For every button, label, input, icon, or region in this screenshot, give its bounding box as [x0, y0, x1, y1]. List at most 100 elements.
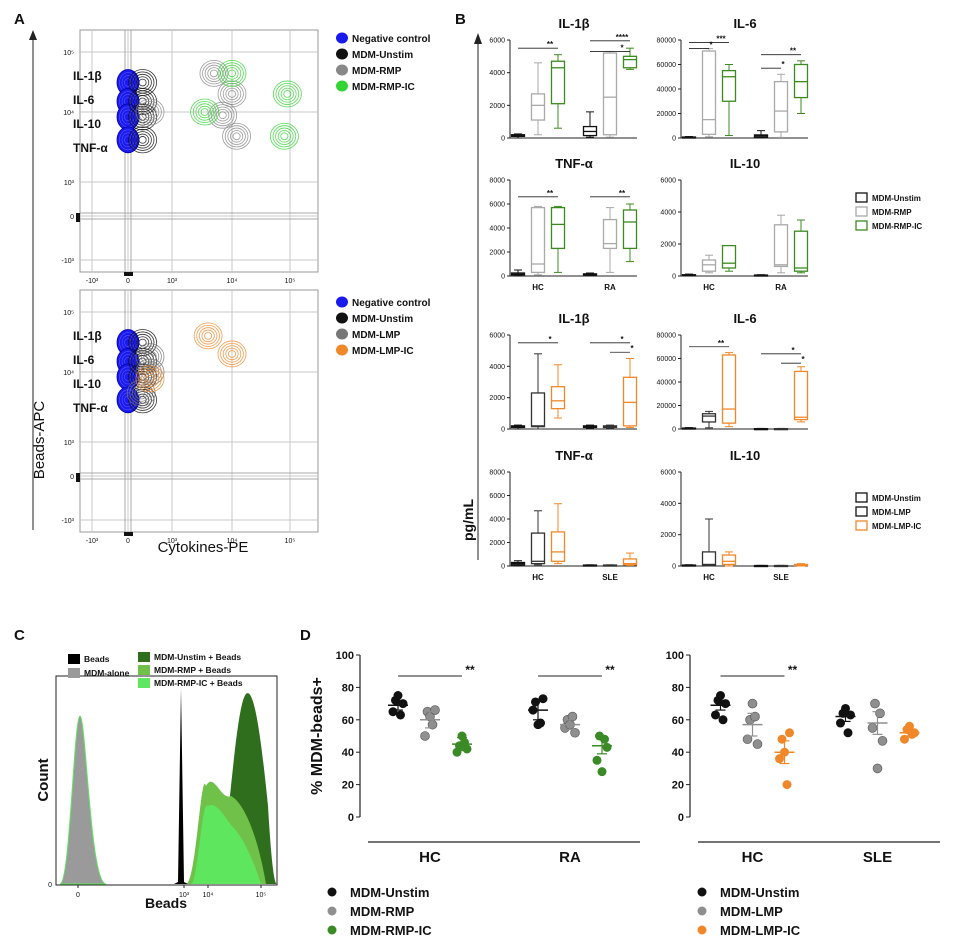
legend-swatch — [336, 296, 348, 308]
data-point — [900, 734, 909, 744]
population-contour — [130, 105, 155, 128]
data-point — [782, 780, 792, 790]
data-point — [538, 694, 548, 704]
legend-swatch — [336, 312, 348, 324]
data-point — [785, 728, 794, 738]
y-tick-label: 100 — [666, 650, 684, 662]
y-tick-label: 0 — [501, 274, 505, 281]
box-body — [701, 259, 717, 272]
plot-area — [79, 29, 319, 273]
legend-swatch — [855, 206, 868, 217]
box-mark — [622, 552, 638, 566]
significance-stars: * — [781, 60, 785, 69]
box-mark — [582, 111, 598, 138]
plot-area — [79, 289, 319, 533]
y-tick-label: 0 — [672, 136, 676, 143]
population-contour — [278, 85, 297, 103]
y-tick-label: 10³ — [64, 440, 75, 447]
bead-label: TNF-α — [73, 401, 108, 415]
y-tick-label: 10⁴ — [63, 110, 74, 117]
data-point — [393, 691, 403, 700]
data-point — [711, 710, 720, 720]
x-tick-label: 0 — [126, 538, 130, 545]
population-rmpic — [269, 122, 299, 150]
box-mark — [550, 54, 566, 129]
box-mark — [510, 560, 526, 567]
y-tick-label: 6000 — [489, 202, 505, 209]
population-contour — [136, 133, 150, 147]
significance-stars: * — [801, 355, 805, 364]
data-point — [570, 727, 580, 738]
y-tick-label: 40000 — [657, 87, 677, 94]
significance-stars: * — [630, 344, 634, 353]
population-unstim — [128, 126, 158, 154]
panel-a: 10⁵ 10⁴ 10³ 0 -10³ -10³ 0 10³ 10⁴ 10⁵ IL-1β IL-6 IL-… — [29, 29, 431, 556]
box-mark — [721, 64, 737, 137]
category-label: RA — [559, 849, 581, 866]
panel-b: 0200040006000IL-1β*******020000400006000… — [460, 16, 922, 582]
y-tick-label: 0 — [672, 427, 676, 434]
y-tick-label: 0 — [501, 564, 505, 571]
bead-label: IL-1β — [73, 69, 102, 83]
panel-c: 0 10³ 10⁴ 10⁵ 0 Beads Count Beads MDM-alone MDM-U… — [35, 652, 278, 911]
population-contour — [208, 101, 238, 129]
box-body — [793, 230, 809, 272]
population-contour — [224, 125, 249, 148]
y-tick-label: 2000 — [489, 395, 505, 402]
significance-stars: * — [709, 41, 713, 50]
significance-stars: ** — [788, 663, 798, 677]
legend-label: MDM-LMP-IC — [352, 346, 414, 357]
y-tick-label: 40 — [342, 747, 354, 759]
population-contour — [128, 88, 158, 115]
population-contour — [210, 104, 235, 127]
box-mark — [721, 352, 737, 428]
subplot-title: TNF-α — [555, 156, 593, 171]
category-label: SLE — [863, 849, 892, 866]
legend-swatch — [138, 678, 150, 688]
population-contour — [204, 332, 213, 340]
y-zero-marker — [76, 473, 80, 482]
significance-stars: ** — [547, 189, 554, 198]
subplot-title: TNF-α — [555, 448, 593, 463]
y-tick-label: 10³ — [64, 180, 75, 187]
box-mark — [753, 274, 769, 277]
box-mark — [530, 353, 546, 430]
population-contour — [133, 108, 152, 126]
subplot-title: IL-6 — [733, 16, 756, 31]
y-tick-label: 20 — [672, 780, 684, 792]
y-tick-label: 4000 — [660, 501, 676, 508]
y-tick-label: 20000 — [657, 403, 677, 410]
histogram-beads — [174, 688, 188, 884]
legend-label: MDM-Unstim — [872, 494, 921, 503]
population-rmp — [222, 122, 251, 150]
data-point — [836, 718, 845, 728]
y-tick-label: 60000 — [657, 62, 677, 69]
data-point — [602, 742, 612, 752]
legend-swatch — [697, 906, 707, 916]
category-label: HC — [703, 573, 715, 582]
legend-swatch — [336, 48, 348, 60]
legend-label: Negative control — [352, 298, 431, 309]
subplot-title: IL-10 — [730, 156, 760, 171]
population-contour — [220, 82, 244, 105]
box-mark — [721, 551, 737, 567]
population-contour — [133, 391, 152, 409]
subplot-title: IL-1β — [558, 16, 589, 31]
y-tick-label: 10⁵ — [63, 310, 74, 317]
y-axis-arrow-head — [474, 33, 482, 44]
population-contour — [129, 382, 154, 405]
population-contour — [140, 370, 160, 388]
population-contour — [116, 103, 140, 131]
legend-label: MDM-LMP — [720, 904, 783, 919]
legend-swatch — [855, 506, 868, 517]
population-contour — [217, 80, 247, 108]
data-point — [875, 708, 885, 719]
box-body — [530, 206, 546, 274]
y-tick-label: 4000 — [489, 364, 505, 371]
population-contour — [227, 69, 236, 78]
box-body — [721, 354, 737, 424]
histogram-mdm-alone — [59, 715, 107, 885]
legend-label: MDM-Unstim — [350, 885, 429, 900]
category-label: RA — [604, 283, 616, 292]
population-contour — [145, 108, 154, 116]
